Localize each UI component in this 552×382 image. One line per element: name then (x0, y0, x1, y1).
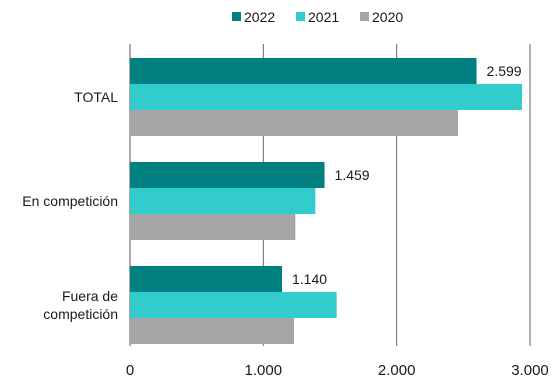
data-label-en-competicion: 1.459 (335, 167, 370, 183)
x-tick-label-3000: 3.000 (511, 362, 549, 379)
legend-label-2022: 2022 (244, 9, 275, 25)
chart-bars (130, 58, 522, 344)
chart-legend: 2022 2021 2020 (232, 9, 403, 25)
category-label-fuera-de-competicion: Fuera de competición (43, 288, 118, 322)
x-tick-label-1000: 1.000 (245, 362, 283, 379)
bar-2022-total (130, 58, 477, 84)
legend-label-2020: 2020 (372, 9, 403, 25)
chart-x-tick-labels: 0 1.000 2.000 3.000 (126, 362, 549, 379)
bar-2021-en-competicion (130, 188, 316, 214)
bar-2020-en-competicion (130, 214, 296, 240)
legend-swatch-2020 (360, 12, 369, 21)
bar-2022-fuera-de-competicion (130, 266, 282, 292)
bar-2020-total (130, 110, 458, 136)
category-label-total: TOTAL (74, 89, 118, 105)
bar-2021-fuera-de-competicion (130, 292, 337, 318)
bar-2020-fuera-de-competicion (130, 318, 294, 344)
bar-2022-en-competicion (130, 162, 325, 188)
bar-2021-total (130, 84, 522, 110)
data-label-total: 2.599 (487, 63, 522, 79)
category-label-en-competicion: En competición (22, 193, 118, 209)
chart-category-labels: TOTAL En competición Fuera de competición (22, 89, 118, 322)
x-tick-label-2000: 2.000 (378, 362, 416, 379)
x-tick-label-0: 0 (126, 362, 134, 379)
legend-swatch-2021 (296, 12, 305, 21)
legend-swatch-2022 (232, 12, 241, 21)
chart-data-labels: 2.599 1.459 1.140 (292, 63, 522, 287)
data-label-fuera-de-competicion: 1.140 (292, 271, 327, 287)
legend-label-2021: 2021 (308, 9, 339, 25)
